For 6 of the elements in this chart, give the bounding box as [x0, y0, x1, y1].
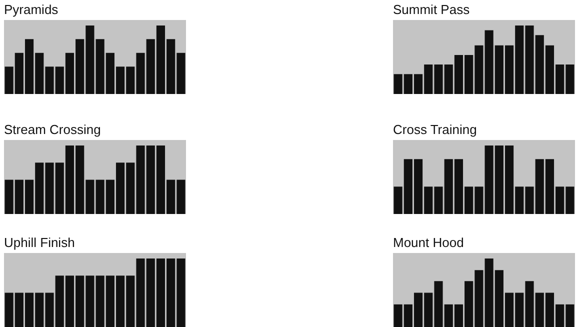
chart-title: Summit Pass	[393, 2, 471, 19]
chart-title: Mount Hood	[393, 235, 465, 252]
chart-title: Cross Training	[393, 122, 478, 139]
chart-title: Uphill Finish	[4, 235, 76, 252]
chart-title: Pyramids	[4, 2, 60, 19]
chart-title: Stream Crossing	[4, 122, 102, 139]
